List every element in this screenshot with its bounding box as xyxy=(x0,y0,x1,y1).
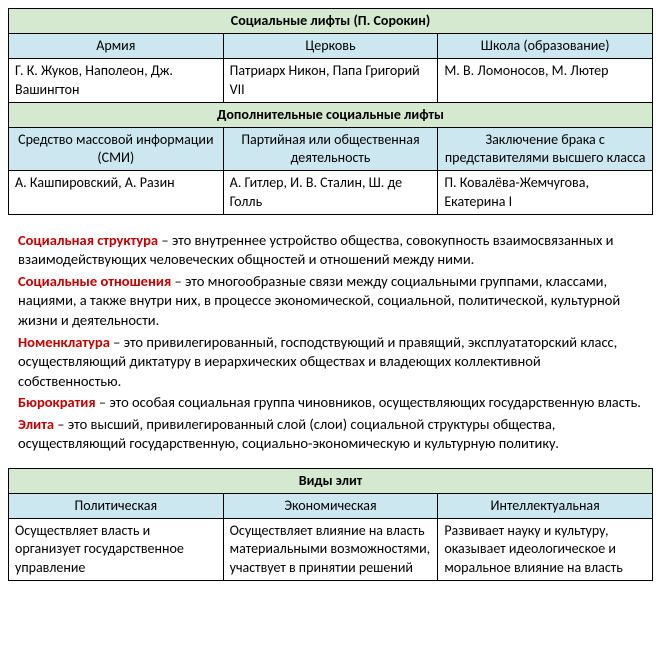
elite-types-table: Виды элит Политическая Экономическая Инт… xyxy=(8,468,653,581)
table1-h2: Церковь xyxy=(223,34,438,59)
table1-c2-1: А. Кашпировский, А. Разин xyxy=(9,171,224,214)
def-4: Бюрократия – это особая социальная групп… xyxy=(18,393,643,413)
table1-h2-3: Заключение брака с представителями высше… xyxy=(438,127,653,170)
def-2-term: Социальные отношения xyxy=(18,272,171,290)
def-4-text: – это особая социальная группа чиновнико… xyxy=(96,393,641,411)
def-5-term: Элита xyxy=(18,415,54,433)
table2-c2: Осуществляет влияние на власть материаль… xyxy=(223,519,438,581)
table1-c1: Г. К. Жуков, Наполеон, Дж. Вашингтон xyxy=(9,59,224,102)
definitions-block: Социальная структура – это внутреннее ус… xyxy=(8,227,653,468)
def-1: Социальная структура – это внутреннее ус… xyxy=(18,231,643,270)
table1-c2: Патриарх Никон, Папа Григорий VII xyxy=(223,59,438,102)
def-3: Номенклатура – это привилегированный, го… xyxy=(18,333,643,392)
table1-h2-1: Средство массовой информации (СМИ) xyxy=(9,127,224,170)
table2-h1: Политическая xyxy=(9,494,224,519)
table1-c3: М. В. Ломоносов, М. Лютер xyxy=(438,59,653,102)
table2-c1: Осуществляет власть и организует государ… xyxy=(9,519,224,581)
table2-h2: Экономическая xyxy=(223,494,438,519)
table1-c2-3: П. Ковалёва-Жемчугова, Екатерина I xyxy=(438,171,653,214)
table1-c2-2: А. Гитлер, И. В. Сталин, Ш. де Голль xyxy=(223,171,438,214)
table1-h3: Школа (образование) xyxy=(438,34,653,59)
table2-c3: Развивает науку и культуру, оказывает ид… xyxy=(438,519,653,581)
table1-h1: Армия xyxy=(9,34,224,59)
def-5-text: – это высший, привилегированный слой (сл… xyxy=(18,415,559,453)
table1-h2-2: Партийная или общественная деятельность xyxy=(223,127,438,170)
def-5: Элита – это высший, привилегированный сл… xyxy=(18,415,643,454)
social-lifts-table: Социальные лифты (П. Сорокин) Армия Церк… xyxy=(8,8,653,215)
table2-title: Виды элит xyxy=(9,468,653,493)
table1-subtitle: Дополнительные социальные лифты xyxy=(9,102,653,127)
table1-title: Социальные лифты (П. Сорокин) xyxy=(9,9,653,34)
table2-h3: Интеллектуальная xyxy=(438,494,653,519)
def-3-term: Номенклатура xyxy=(18,333,110,351)
def-2: Социальные отношения – это многообразные… xyxy=(18,272,643,331)
def-4-term: Бюрократия xyxy=(18,393,96,411)
def-1-term: Социальная структура xyxy=(18,231,158,249)
